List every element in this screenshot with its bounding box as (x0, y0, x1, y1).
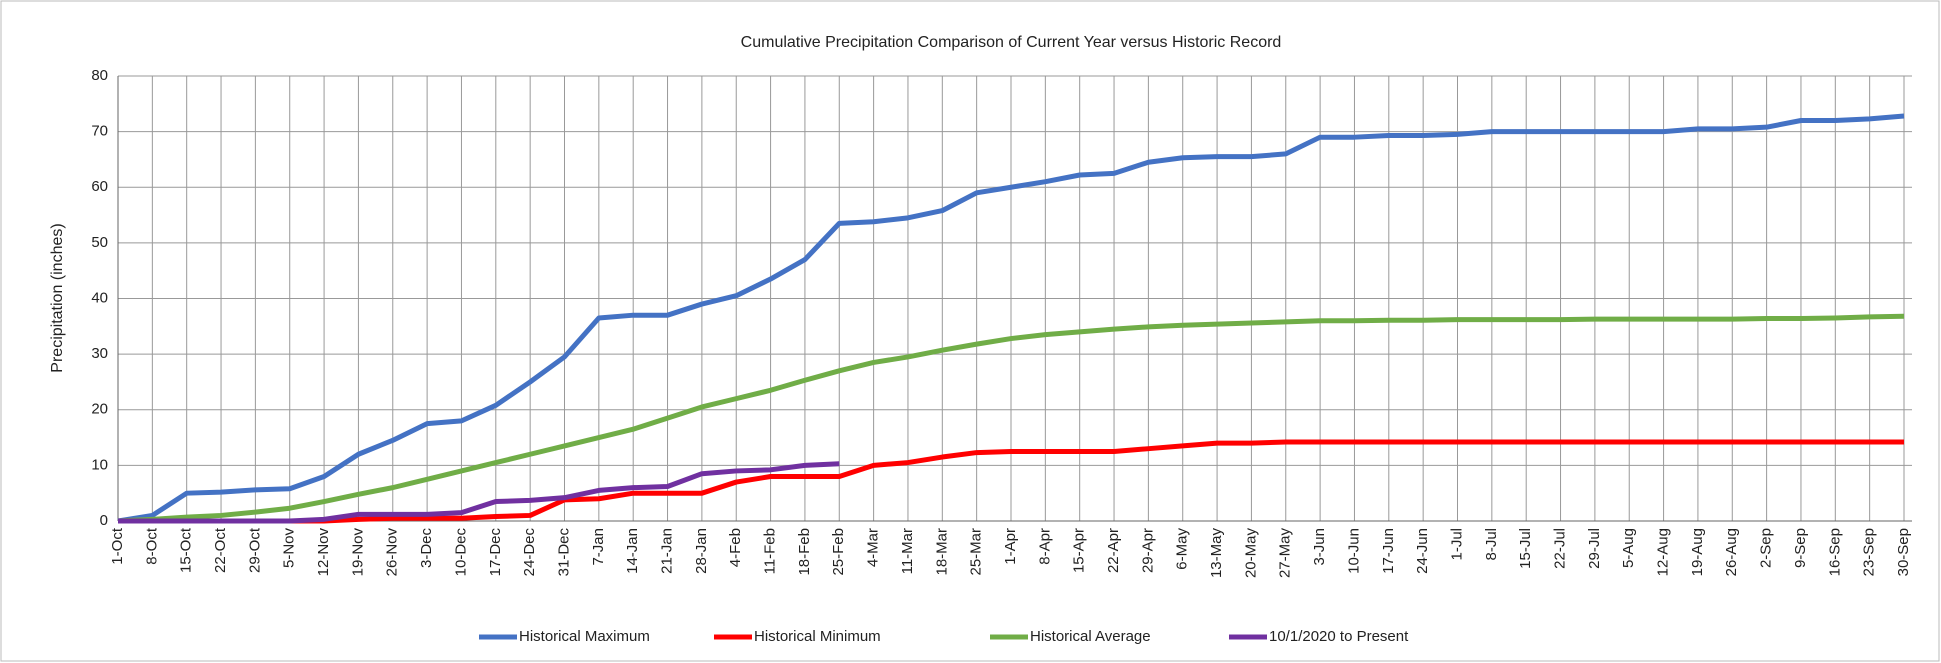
x-tick-label: 19-Aug (1689, 528, 1706, 576)
x-tick-label: 3-Jun (1311, 528, 1328, 566)
x-tick-label: 11-Feb (762, 528, 779, 574)
legend-label: 10/1/2020 to Present (1269, 628, 1409, 645)
y-tick-label: 0 (100, 512, 108, 529)
y-tick-label: 30 (91, 345, 108, 362)
x-tick-label: 21-Jan (659, 528, 676, 574)
x-tick-label: 10-Dec (452, 528, 469, 577)
x-tick-label: 16-Sep (1826, 528, 1843, 576)
x-tick-label: 22-Oct (212, 527, 229, 573)
y-tick-label: 50 (91, 234, 108, 251)
x-tick-label: 22-Jul (1552, 528, 1569, 569)
x-tick-label: 5-Aug (1620, 528, 1637, 568)
x-tick-label: 8-Jul (1483, 528, 1500, 561)
y-tick-label: 20 (91, 401, 108, 418)
x-tick-label: 5-Nov (281, 528, 298, 569)
x-tick-label: 27-May (1277, 528, 1294, 579)
y-tick-label: 10 (91, 456, 108, 473)
y-tick-label: 40 (91, 289, 108, 306)
x-tick-label: 29-Apr (1139, 528, 1156, 573)
x-tick-label: 15-Oct (178, 527, 195, 573)
y-tick-label: 70 (91, 123, 108, 140)
x-tick-label: 7-Jan (590, 528, 607, 566)
x-tick-label: 17-Jun (1380, 528, 1397, 574)
x-tick-label: 22-Apr (1105, 528, 1122, 573)
x-tick-label: 13-May (1208, 528, 1225, 579)
x-tick-label: 1-Oct (109, 527, 126, 565)
x-tick-label: 3-Dec (418, 528, 435, 569)
x-tick-label: 6-May (1174, 528, 1191, 570)
x-tick-label: 29-Jul (1586, 528, 1603, 569)
x-tick-label: 15-Apr (1071, 528, 1088, 573)
y-tick-label: 80 (91, 67, 108, 84)
x-tick-label: 20-May (1242, 528, 1259, 579)
x-tick-label: 24-Dec (521, 528, 538, 577)
x-tick-label: 17-Dec (487, 528, 504, 577)
x-tick-label: 4-Mar (865, 528, 882, 567)
x-tick-label: 24-Jun (1414, 528, 1431, 574)
x-tick-label: 18-Feb (796, 528, 813, 576)
x-tick-label: 8-Apr (1036, 528, 1053, 565)
x-tick-label: 25-Feb (830, 528, 847, 576)
x-tick-label: 26-Aug (1723, 528, 1740, 576)
x-tick-label: 1-Apr (1002, 528, 1019, 565)
x-tick-label: 25-Mar (968, 528, 985, 576)
x-tick-label: 12-Nov (315, 528, 332, 577)
x-tick-label: 11-Mar (899, 528, 916, 574)
x-tick-label: 19-Nov (349, 528, 366, 577)
x-tick-label: 30-Sep (1895, 528, 1912, 576)
legend-label: Historical Minimum (754, 628, 881, 645)
x-tick-label: 14-Jan (624, 528, 641, 574)
x-tick-label: 29-Oct (246, 527, 263, 573)
y-axis-label: Precipitation (inches) (49, 223, 66, 372)
x-tick-label: 28-Jan (693, 528, 710, 574)
series-line (118, 439, 1904, 524)
x-tick-label: 12-Aug (1655, 528, 1672, 576)
x-tick-label: 23-Sep (1861, 528, 1878, 576)
x-tick-label: 31-Dec (555, 528, 572, 577)
series-line (117, 113, 1905, 524)
series-line (118, 461, 840, 524)
x-tick-label: 2-Sep (1758, 528, 1775, 568)
chart-title: Cumulative Precipitation Comparison of C… (741, 34, 1282, 51)
legend-label: Historical Average (1030, 628, 1151, 645)
x-tick-label: 4-Feb (727, 528, 744, 567)
x-tick-label: 18-Mar (933, 528, 950, 576)
legend-label: Historical Maximum (519, 628, 650, 645)
y-tick-label: 60 (91, 178, 108, 195)
x-tick-label: 1-Jul (1448, 528, 1465, 561)
x-tick-label: 26-Nov (384, 528, 401, 577)
series-line (117, 313, 1905, 524)
x-tick-label: 10-Jun (1345, 528, 1362, 574)
x-tick-label: 9-Sep (1792, 528, 1809, 568)
x-tick-label: 8-Oct (143, 527, 160, 565)
x-tick-label: 15-Jul (1517, 528, 1534, 569)
